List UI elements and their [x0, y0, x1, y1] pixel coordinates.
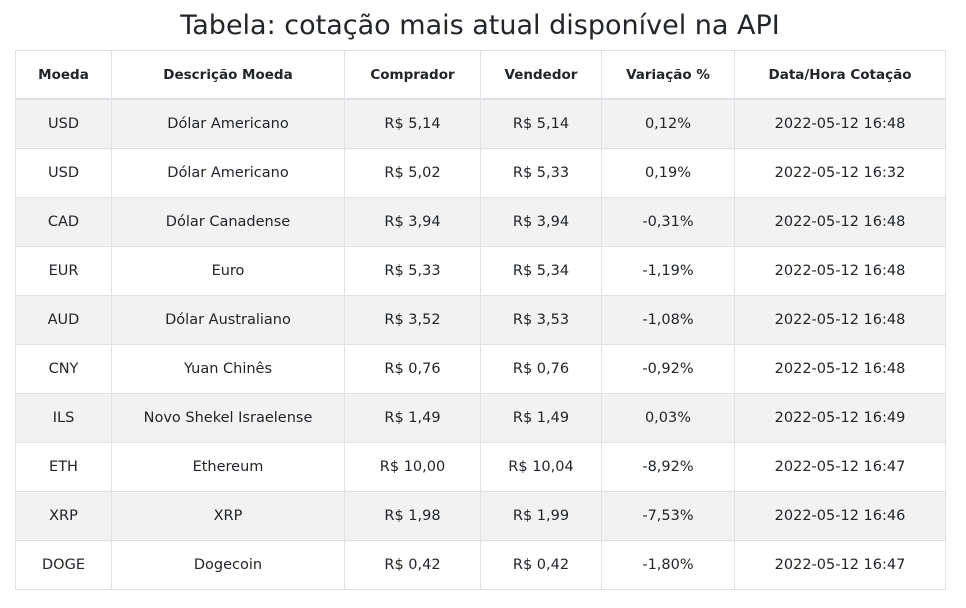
cell-vendedor: R$ 5,33 — [480, 148, 602, 198]
cell-moeda: ILS — [15, 393, 112, 443]
cell-comprador: R$ 5,33 — [344, 246, 481, 296]
quotes-table: Moeda Descrição Moeda Comprador Vendedor… — [15, 50, 946, 590]
cell-data-hora-cotacao: 2022-05-12 16:46 — [734, 491, 946, 541]
cell-variacao: -0,31% — [601, 197, 735, 247]
cell-moeda: CAD — [15, 197, 112, 247]
header-descricao-moeda: Descrição Moeda — [111, 50, 345, 100]
cell-descricao-moeda: Dólar Australiano — [111, 295, 345, 345]
cell-descricao-moeda: Dólar Americano — [111, 98, 345, 149]
cell-comprador: R$ 10,00 — [344, 442, 481, 492]
cell-variacao: 0,19% — [601, 148, 735, 198]
cell-comprador: R$ 1,49 — [344, 393, 481, 443]
cell-vendedor: R$ 5,34 — [480, 246, 602, 296]
cell-vendedor: R$ 5,14 — [480, 98, 602, 149]
page-title: Tabela: cotação mais atual disponível na… — [180, 10, 780, 41]
cell-data-hora-cotacao: 2022-05-12 16:49 — [734, 393, 946, 443]
cell-moeda: DOGE — [15, 540, 112, 590]
cell-variacao: -7,53% — [601, 491, 735, 541]
cell-data-hora-cotacao: 2022-05-12 16:48 — [734, 295, 946, 345]
table-row: CNY Yuan Chinês R$ 0,76 R$ 0,76 -0,92% 2022-0… — [15, 344, 946, 394]
cell-descricao-moeda: Dólar Americano — [111, 148, 345, 198]
cell-comprador: R$ 5,02 — [344, 148, 481, 198]
cell-moeda: EUR — [15, 246, 112, 296]
cell-moeda: XRP — [15, 491, 112, 541]
cell-descricao-moeda: Dogecoin — [111, 540, 345, 590]
cell-moeda: AUD — [15, 295, 112, 345]
cell-moeda: ETH — [15, 442, 112, 492]
cell-comprador: R$ 0,76 — [344, 344, 481, 394]
cell-descricao-moeda: Yuan Chinês — [111, 344, 345, 394]
cell-descricao-moeda: Euro — [111, 246, 345, 296]
cell-vendedor: R$ 1,49 — [480, 393, 602, 443]
cell-vendedor: R$ 3,94 — [480, 197, 602, 247]
cell-comprador: R$ 1,98 — [344, 491, 481, 541]
cell-descricao-moeda: XRP — [111, 491, 345, 541]
cell-data-hora-cotacao: 2022-05-12 16:47 — [734, 540, 946, 590]
table-body: USD Dólar Americano R$ 5,14 R$ 5,14 0,12% 202… — [15, 98, 946, 590]
table-row: USD Dólar Americano R$ 5,02 R$ 5,33 0,19% 202… — [15, 148, 946, 198]
table-row: XRP XRP R$ 1,98 R$ 1,99 -7,53% 2022-05-12 16:… — [15, 491, 946, 541]
header-moeda: Moeda — [15, 50, 112, 100]
table-row: EUR Euro R$ 5,33 R$ 5,34 -1,19% 2022-05-12 16… — [15, 246, 946, 296]
cell-variacao: -8,92% — [601, 442, 735, 492]
cell-variacao: 0,12% — [601, 98, 735, 149]
cell-variacao: -1,19% — [601, 246, 735, 296]
cell-variacao: -1,08% — [601, 295, 735, 345]
table-row: DOGE Dogecoin R$ 0,42 R$ 0,42 -1,80% 2022-05-… — [15, 540, 946, 590]
table-row: USD Dólar Americano R$ 5,14 R$ 5,14 0,12% 202… — [15, 98, 946, 149]
cell-vendedor: R$ 0,76 — [480, 344, 602, 394]
table-row: AUD Dólar Australiano R$ 3,52 R$ 3,53 -1,08%… — [15, 295, 946, 345]
table-row: ETH Ethereum R$ 10,00 R$ 10,04 -8,92% 2022-05… — [15, 442, 946, 492]
cell-vendedor: R$ 3,53 — [480, 295, 602, 345]
header-variacao: Variação % — [601, 50, 735, 100]
cell-descricao-moeda: Ethereum — [111, 442, 345, 492]
cell-data-hora-cotacao: 2022-05-12 16:47 — [734, 442, 946, 492]
header-row: Moeda Descrição Moeda Comprador Vendedor… — [15, 50, 946, 100]
cell-variacao: -1,80% — [601, 540, 735, 590]
cell-vendedor: R$ 10,04 — [480, 442, 602, 492]
cell-data-hora-cotacao: 2022-05-12 16:48 — [734, 246, 946, 296]
cell-moeda: USD — [15, 98, 112, 149]
cell-variacao: -0,92% — [601, 344, 735, 394]
header-data-hora-cotacao: Data/Hora Cotação — [734, 50, 946, 100]
cell-vendedor: R$ 1,99 — [480, 491, 602, 541]
cell-vendedor: R$ 0,42 — [480, 540, 602, 590]
cell-comprador: R$ 0,42 — [344, 540, 481, 590]
table-row: ILS Novo Shekel Israelense R$ 1,49 R$ 1,49 0… — [15, 393, 946, 443]
cell-variacao: 0,03% — [601, 393, 735, 443]
cell-data-hora-cotacao: 2022-05-12 16:32 — [734, 148, 946, 198]
cell-descricao-moeda: Novo Shekel Israelense — [111, 393, 345, 443]
cell-comprador: R$ 3,52 — [344, 295, 481, 345]
cell-moeda: USD — [15, 148, 112, 198]
cell-comprador: R$ 5,14 — [344, 98, 481, 149]
cell-data-hora-cotacao: 2022-05-12 16:48 — [734, 197, 946, 247]
header-vendedor: Vendedor — [480, 50, 602, 100]
table-header: Moeda Descrição Moeda Comprador Vendedor… — [15, 50, 946, 100]
cell-descricao-moeda: Dólar Canadense — [111, 197, 345, 247]
cell-data-hora-cotacao: 2022-05-12 16:48 — [734, 98, 946, 149]
cell-comprador: R$ 3,94 — [344, 197, 481, 247]
table-row: CAD Dólar Canadense R$ 3,94 R$ 3,94 -0,31% 20… — [15, 197, 946, 247]
cell-moeda: CNY — [15, 344, 112, 394]
header-comprador: Comprador — [344, 50, 481, 100]
cell-data-hora-cotacao: 2022-05-12 16:48 — [734, 344, 946, 394]
